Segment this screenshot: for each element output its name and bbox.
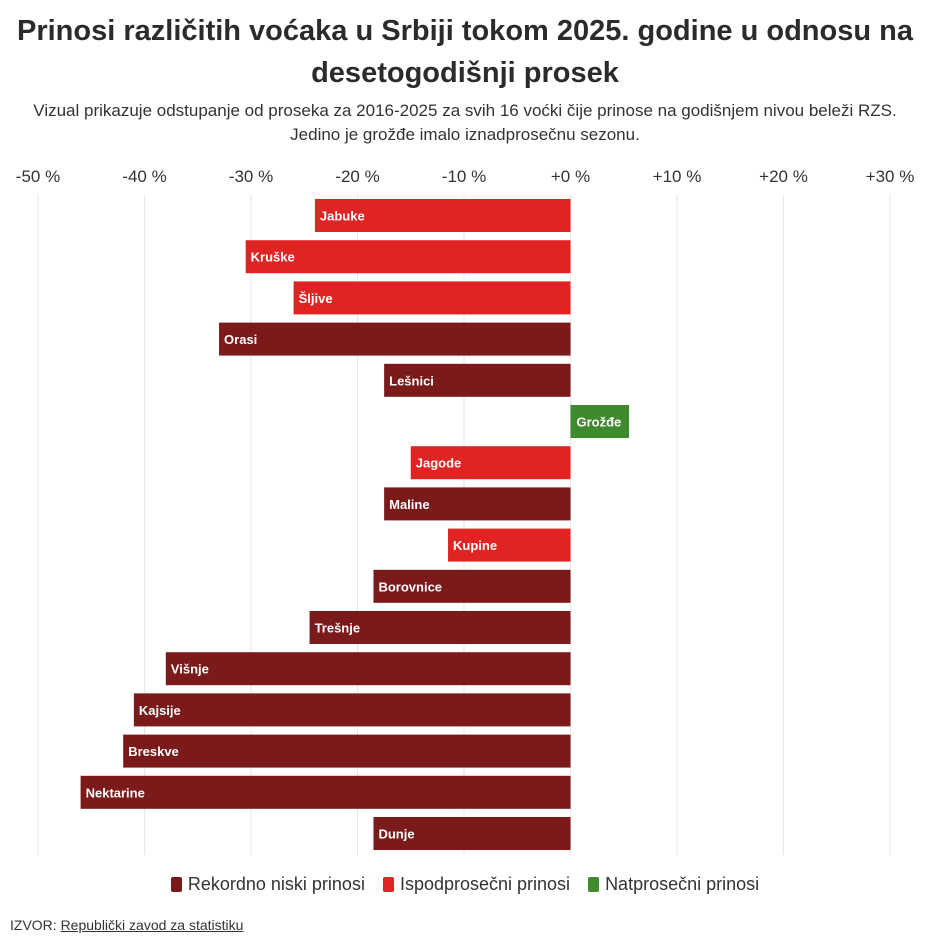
legend-label-above-average: Natprosečni prinosi xyxy=(605,874,760,894)
x-tick-label: -20 % xyxy=(335,167,379,186)
bar-breskve[interactable] xyxy=(123,734,571,768)
bar-label: Kruške xyxy=(251,250,295,265)
subtitle-line-2: Jedino je grožđe imalo iznadprosečnu sez… xyxy=(290,125,640,144)
bar-jagode[interactable] xyxy=(410,446,571,480)
legend-swatch-record-low xyxy=(170,877,182,892)
bar-jabuke[interactable] xyxy=(314,199,571,232)
bar-label: Borovnice xyxy=(378,579,442,594)
bar-label: Nektarine xyxy=(86,785,145,800)
bar-label: Trešnje xyxy=(315,621,361,636)
legend-swatch-above-average xyxy=(588,877,600,892)
bar-višnje[interactable] xyxy=(165,652,571,686)
legend-label-below-average: Ispodprosečni prinosi xyxy=(399,874,571,894)
x-tick-label: +0 % xyxy=(551,167,590,186)
x-tick-label: -10 % xyxy=(442,167,486,186)
bar-kupine[interactable] xyxy=(448,528,571,562)
legend: Rekordno niski prinosi Ispodprosečni pri… xyxy=(0,874,930,895)
bar-label: Jagode xyxy=(416,456,462,471)
legend-item-below-average[interactable]: Ispodprosečni prinosi xyxy=(382,874,571,895)
legend-swatch-below-average xyxy=(382,877,394,892)
bar-trešnje[interactable] xyxy=(309,611,571,644)
bar-lešnici[interactable] xyxy=(384,363,571,397)
bar-label: Orasi xyxy=(224,332,257,347)
bar-grožđe[interactable] xyxy=(570,405,630,438)
bar-label: Kupine xyxy=(453,538,497,553)
x-tick-label: +10 % xyxy=(653,167,702,186)
legend-item-above-average[interactable]: Natprosečni prinosi xyxy=(588,874,759,895)
bar-label: Breskve xyxy=(128,744,179,759)
bar-nektarine[interactable] xyxy=(80,775,571,809)
bar-dunje[interactable] xyxy=(373,817,571,850)
x-tick-label: -40 % xyxy=(122,167,166,186)
bar-label: Maline xyxy=(389,497,429,512)
chart-subtitle: Vizual prikazuje odstupanje od proseka z… xyxy=(10,99,920,147)
chart-title: Prinosi različitih voćaka u Srbiji tokom… xyxy=(17,15,913,89)
legend-item-record-low[interactable]: Rekordno niski prinosi xyxy=(170,874,365,895)
bar-label: Grožđe xyxy=(577,415,622,430)
bar-borovnice[interactable] xyxy=(373,569,571,603)
source-link[interactable]: Republički zavod za statistiku xyxy=(60,917,244,933)
bar-label: Dunje xyxy=(378,827,414,842)
source-label: IZVOR: xyxy=(10,917,57,933)
bar-kruške[interactable] xyxy=(245,240,571,274)
x-tick-label: -30 % xyxy=(229,167,273,186)
bar-kajsije[interactable] xyxy=(133,693,571,727)
bar-label: Višnje xyxy=(171,662,209,677)
bar-label: Kajsije xyxy=(139,703,181,718)
bar-label: Lešnici xyxy=(389,373,434,388)
source-note: IZVOR: Republički zavod za statistiku xyxy=(10,917,243,933)
legend-label-record-low: Rekordno niski prinosi xyxy=(187,874,365,894)
bar-label: Jabuke xyxy=(320,209,365,224)
x-tick-label: -50 % xyxy=(16,167,60,186)
x-tick-label: +20 % xyxy=(759,167,808,186)
bar-šljive[interactable] xyxy=(293,281,571,315)
bar-label: Šljive xyxy=(299,291,333,306)
bar-orasi[interactable] xyxy=(219,322,571,356)
bar-chart: -50 % -40 % -30 % -20 % -10 % +0 % +10 % +20 % +… xyxy=(16,167,915,855)
x-tick-label: +30 % xyxy=(866,167,915,186)
bar-maline[interactable] xyxy=(384,487,571,521)
subtitle-line-1: Vizual prikazuje odstupanje od proseka z… xyxy=(33,101,897,120)
